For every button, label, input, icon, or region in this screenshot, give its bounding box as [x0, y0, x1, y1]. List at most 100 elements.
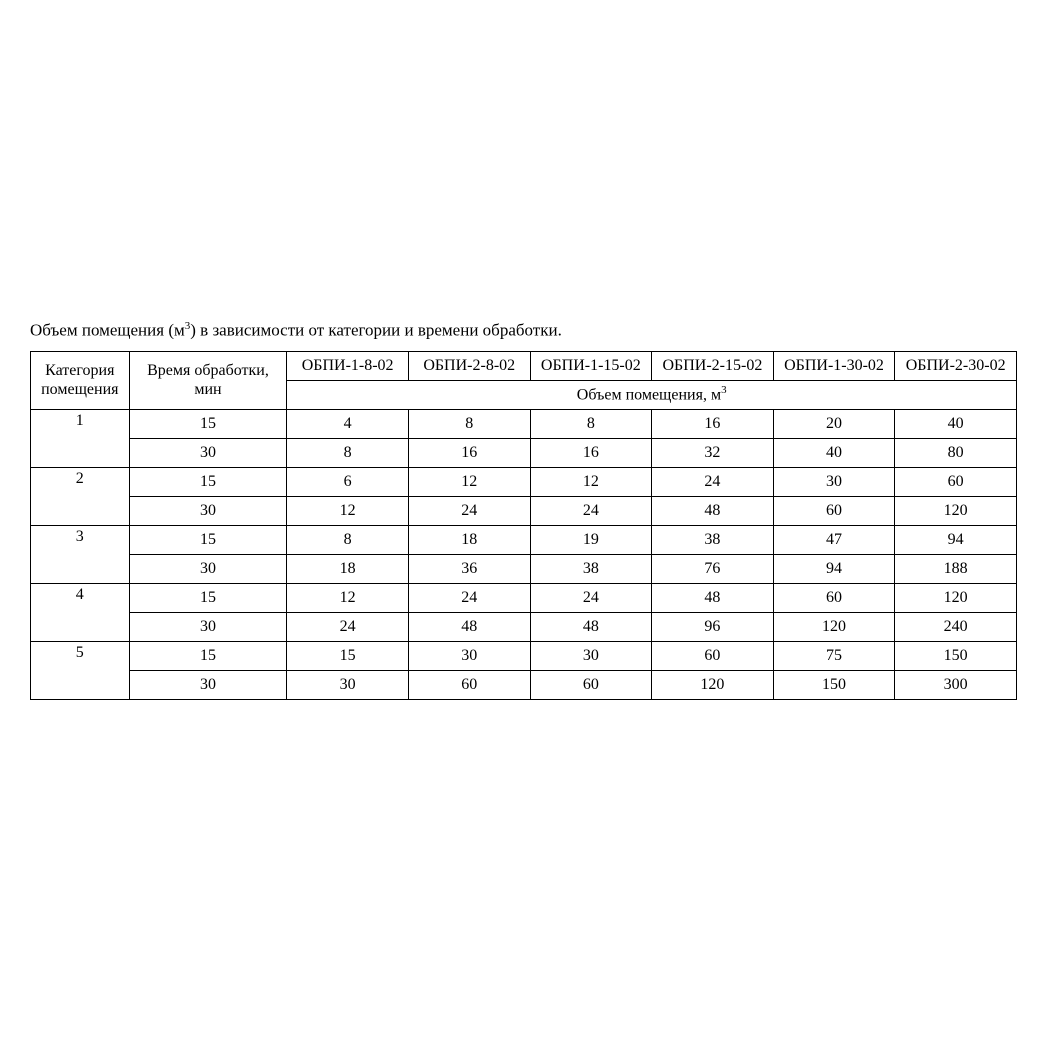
cell-value: 60	[652, 641, 774, 670]
cell-value: 16	[530, 438, 652, 467]
cell-value: 6	[287, 467, 409, 496]
title-post: ) в зависимости от категории и времени о…	[190, 321, 562, 340]
cell-value: 94	[773, 554, 895, 583]
cell-time: 30	[129, 554, 287, 583]
cell-value: 30	[408, 641, 530, 670]
cell-value: 30	[773, 467, 895, 496]
header-row-1: Категория помещения Время обработки, мин…	[31, 351, 1017, 380]
table-row: 4 15 12 24 24 48 60 120	[31, 583, 1017, 612]
cell-value: 24	[530, 496, 652, 525]
header-time-l2: мин	[194, 381, 221, 398]
cell-value: 60	[773, 496, 895, 525]
cell-category: 2	[31, 467, 130, 525]
subheader-sup: 3	[721, 384, 727, 396]
cell-value: 24	[408, 583, 530, 612]
cell-value: 24	[530, 583, 652, 612]
cell-value: 8	[408, 409, 530, 438]
volume-table: Категория помещения Время обработки, мин…	[30, 351, 1017, 700]
header-category: Категория помещения	[31, 351, 130, 409]
cell-value: 150	[895, 641, 1017, 670]
cell-category: 4	[31, 583, 130, 641]
cell-value: 40	[895, 409, 1017, 438]
header-category-l2: помещения	[41, 381, 118, 398]
cell-value: 36	[408, 554, 530, 583]
cell-value: 80	[895, 438, 1017, 467]
cell-value: 300	[895, 670, 1017, 699]
table-row: 3 15 8 18 19 38 47 94	[31, 525, 1017, 554]
header-time: Время обработки, мин	[129, 351, 287, 409]
cell-value: 120	[895, 496, 1017, 525]
cell-value: 150	[773, 670, 895, 699]
cell-value: 8	[287, 438, 409, 467]
cell-value: 30	[287, 670, 409, 699]
cell-value: 48	[530, 612, 652, 641]
header-model-1: ОБПИ-2-8-02	[408, 351, 530, 380]
cell-category: 3	[31, 525, 130, 583]
cell-value: 47	[773, 525, 895, 554]
cell-value: 8	[287, 525, 409, 554]
cell-value: 60	[408, 670, 530, 699]
cell-value: 120	[773, 612, 895, 641]
header-model-5: ОБПИ-2-30-02	[895, 351, 1017, 380]
header-model-4: ОБПИ-1-30-02	[773, 351, 895, 380]
table-row: 5 15 15 30 30 60 75 150	[31, 641, 1017, 670]
cell-time: 30	[129, 670, 287, 699]
cell-value: 30	[530, 641, 652, 670]
table-row: 30 30 60 60 120 150 300	[31, 670, 1017, 699]
table-row: 1 15 4 8 8 16 20 40	[31, 409, 1017, 438]
cell-value: 48	[652, 496, 774, 525]
cell-value: 16	[652, 409, 774, 438]
cell-value: 38	[530, 554, 652, 583]
cell-value: 75	[773, 641, 895, 670]
cell-time: 15	[129, 583, 287, 612]
cell-time: 15	[129, 641, 287, 670]
cell-value: 120	[895, 583, 1017, 612]
cell-value: 12	[287, 583, 409, 612]
cell-time: 15	[129, 467, 287, 496]
cell-category: 1	[31, 409, 130, 467]
header-model-3: ОБПИ-2-15-02	[652, 351, 774, 380]
subheader-pre: Объем помещения, м	[577, 387, 721, 404]
cell-value: 48	[408, 612, 530, 641]
header-subheader: Объем помещения, м3	[287, 380, 1017, 409]
cell-category: 5	[31, 641, 130, 699]
cell-value: 24	[408, 496, 530, 525]
cell-value: 120	[652, 670, 774, 699]
header-model-0: ОБПИ-1-8-02	[287, 351, 409, 380]
cell-value: 60	[530, 670, 652, 699]
cell-value: 24	[287, 612, 409, 641]
table-row: 30 24 48 48 96 120 240	[31, 612, 1017, 641]
table-body: 1 15 4 8 8 16 20 40 30 8 16 16 32 40 80 …	[31, 409, 1017, 699]
title-pre: Объем помещения (м	[30, 321, 185, 340]
cell-value: 15	[287, 641, 409, 670]
cell-value: 8	[530, 409, 652, 438]
table-title: Объем помещения (м3) в зависимости от ка…	[30, 320, 1017, 341]
cell-value: 12	[408, 467, 530, 496]
cell-value: 16	[408, 438, 530, 467]
cell-value: 188	[895, 554, 1017, 583]
header-time-l1: Время обработки,	[147, 362, 269, 379]
cell-value: 60	[895, 467, 1017, 496]
cell-value: 24	[652, 467, 774, 496]
cell-time: 30	[129, 612, 287, 641]
cell-value: 96	[652, 612, 774, 641]
cell-value: 12	[530, 467, 652, 496]
table-row: 30 8 16 16 32 40 80	[31, 438, 1017, 467]
cell-value: 76	[652, 554, 774, 583]
cell-time: 30	[129, 496, 287, 525]
cell-value: 60	[773, 583, 895, 612]
table-row: 30 12 24 24 48 60 120	[31, 496, 1017, 525]
cell-value: 19	[530, 525, 652, 554]
cell-value: 18	[408, 525, 530, 554]
cell-value: 12	[287, 496, 409, 525]
cell-value: 94	[895, 525, 1017, 554]
header-model-2: ОБПИ-1-15-02	[530, 351, 652, 380]
cell-value: 48	[652, 583, 774, 612]
table-row: 2 15 6 12 12 24 30 60	[31, 467, 1017, 496]
cell-value: 20	[773, 409, 895, 438]
cell-value: 40	[773, 438, 895, 467]
cell-value: 38	[652, 525, 774, 554]
table-row: 30 18 36 38 76 94 188	[31, 554, 1017, 583]
cell-time: 30	[129, 438, 287, 467]
cell-value: 240	[895, 612, 1017, 641]
